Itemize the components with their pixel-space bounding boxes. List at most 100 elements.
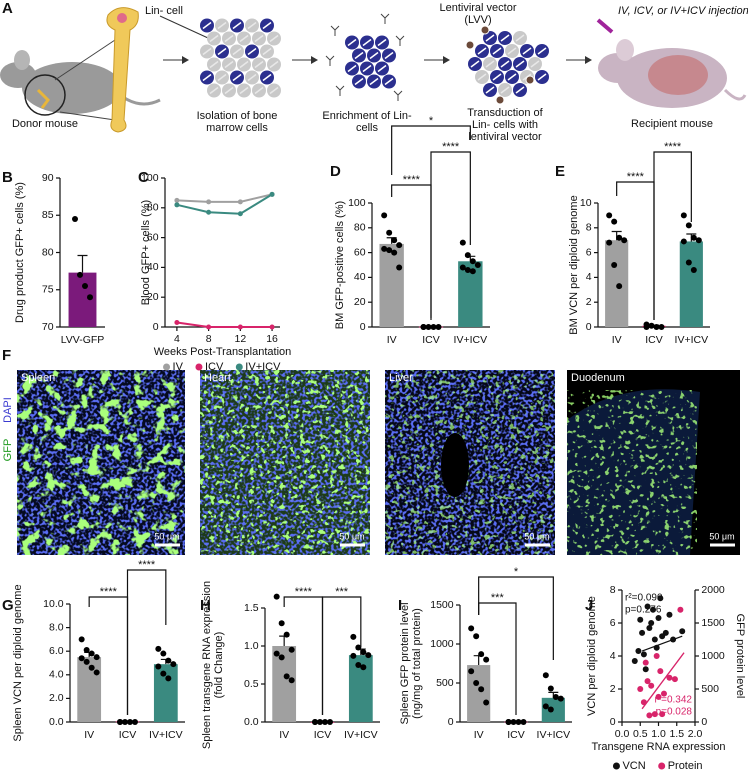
data-point bbox=[483, 699, 490, 706]
x-tick-label: IV bbox=[474, 729, 484, 741]
x-tick-label: IV+ICV bbox=[454, 334, 488, 346]
cell-marking bbox=[522, 47, 532, 55]
error-bar bbox=[279, 635, 290, 646]
tick-label: 20 bbox=[354, 296, 366, 308]
data-point bbox=[642, 659, 649, 666]
tick-label: 500 bbox=[436, 677, 454, 689]
panel-label: I bbox=[398, 597, 402, 614]
panel-label: J bbox=[585, 597, 593, 614]
step-label: Recipient mouse bbox=[631, 118, 713, 130]
data-point bbox=[685, 259, 692, 266]
data-point bbox=[288, 646, 295, 653]
x-tick-label: IV+ICV bbox=[537, 729, 571, 741]
cell-marking bbox=[269, 60, 279, 69]
data-point bbox=[459, 264, 466, 271]
panel-label: F bbox=[2, 347, 11, 364]
tick-label: 1.5 bbox=[244, 602, 259, 614]
tick-label: 12 bbox=[235, 333, 247, 345]
step-label: Isolation of bone bbox=[197, 110, 278, 122]
scale-label: 50 μm bbox=[709, 531, 734, 541]
data-point bbox=[78, 655, 85, 662]
data-point bbox=[155, 663, 162, 670]
data-point bbox=[520, 719, 527, 725]
data-point bbox=[83, 658, 90, 665]
data-point bbox=[648, 322, 655, 329]
tick-label: 100 bbox=[141, 172, 159, 184]
data-point bbox=[515, 719, 522, 725]
cell-marking bbox=[232, 47, 242, 56]
cell-marking bbox=[239, 86, 249, 95]
data-point bbox=[666, 611, 673, 618]
tissue-label: Duodenum bbox=[571, 372, 625, 384]
x-tick-label: IV bbox=[612, 334, 622, 346]
tick-label: 500 bbox=[701, 683, 719, 695]
bar bbox=[467, 665, 491, 722]
data-point bbox=[430, 324, 437, 330]
tick-label: 16 bbox=[266, 333, 278, 345]
significance-bracket bbox=[653, 151, 692, 320]
cell-marking bbox=[202, 21, 212, 30]
data-point bbox=[637, 616, 644, 623]
tick-label: 0 bbox=[701, 716, 707, 728]
line-marker bbox=[237, 211, 243, 217]
data-point bbox=[653, 653, 660, 659]
stat-label: p=0.028 bbox=[656, 707, 693, 718]
micrograph: Duodenum 50 μm bbox=[567, 370, 740, 555]
panel-a: A Lin- cell Lentiviral ve bbox=[0, 0, 748, 143]
tissue-label: Liver bbox=[389, 372, 413, 384]
x-tick-label: ICV bbox=[119, 729, 137, 741]
tick-label: 1.0 bbox=[244, 640, 259, 652]
data-point bbox=[278, 620, 285, 627]
x-tick-label: ICV bbox=[314, 729, 332, 741]
axis-title: Drug product GFP+ cells (%) bbox=[14, 182, 26, 323]
antibody bbox=[395, 35, 405, 46]
cell-marking bbox=[202, 73, 212, 82]
cell-marking bbox=[262, 47, 272, 56]
legend-marker bbox=[612, 762, 620, 770]
tick-label: 2.0 bbox=[49, 692, 64, 704]
data-point bbox=[381, 245, 388, 252]
cell-marking bbox=[209, 86, 219, 95]
data-point bbox=[606, 239, 613, 246]
significance-label: **** bbox=[138, 559, 156, 571]
data-point bbox=[350, 652, 357, 659]
cell-marking bbox=[515, 86, 525, 94]
data-point bbox=[547, 685, 554, 692]
data-point bbox=[72, 215, 78, 222]
data-point bbox=[642, 666, 649, 673]
stat-label: p=0.276 bbox=[625, 605, 662, 616]
cell-marking bbox=[500, 86, 510, 94]
data-point bbox=[542, 703, 549, 710]
fit-line bbox=[641, 652, 685, 710]
cell-marking bbox=[537, 73, 547, 81]
x-tick-label: IV bbox=[279, 729, 289, 741]
x-tick-label: IV bbox=[84, 729, 94, 741]
data-point bbox=[355, 644, 362, 651]
vector-particle bbox=[465, 40, 475, 50]
series-line bbox=[176, 193, 273, 203]
tick-label: 0 bbox=[360, 321, 366, 333]
cell-marking bbox=[369, 51, 379, 60]
data-point bbox=[464, 252, 471, 259]
stat-label: r²=0.090 bbox=[625, 593, 663, 604]
cell-marking bbox=[500, 34, 510, 42]
cell-marking bbox=[477, 73, 487, 81]
pointer bbox=[159, 15, 209, 39]
legend-label: IV bbox=[173, 361, 184, 373]
data-point bbox=[478, 686, 485, 693]
antibody bbox=[393, 90, 403, 101]
data-point bbox=[165, 675, 172, 682]
panel-label: A bbox=[2, 0, 13, 17]
line-marker bbox=[174, 197, 180, 203]
data-point bbox=[435, 324, 442, 330]
cell-marking bbox=[254, 60, 264, 69]
data-point bbox=[391, 237, 398, 244]
panel-label: C bbox=[138, 169, 149, 186]
tick-label: 100 bbox=[348, 197, 366, 209]
channel-label: DAPI bbox=[2, 397, 14, 423]
series-line bbox=[176, 193, 273, 215]
tick-label: 40 bbox=[354, 271, 366, 283]
data-point bbox=[557, 695, 564, 702]
data-point bbox=[657, 668, 664, 675]
tick-label: 1500 bbox=[430, 599, 454, 611]
